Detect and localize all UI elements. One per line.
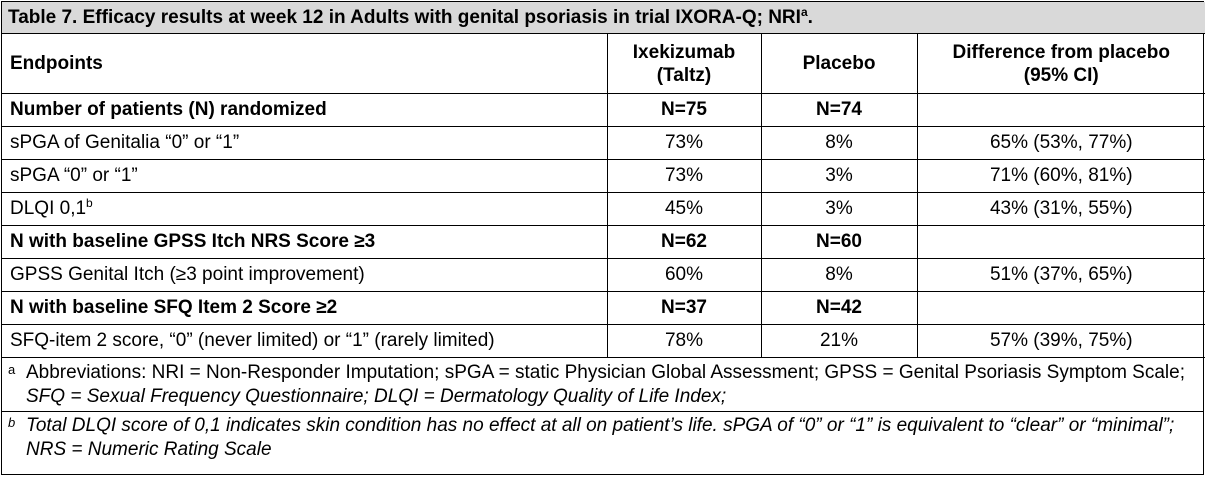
row-ixekizumab-value: 73% [606, 159, 762, 193]
header-endpoints: Endpoints [2, 33, 608, 94]
header-difference: Difference from placebo (95% CI) [916, 33, 1205, 94]
footnote-b-text: Total DLQI score of 0,1 indicates skin c… [26, 415, 1175, 460]
table-caption-row: Table 7. Efficacy results at week 12 in … [2, 2, 1205, 34]
table-row: sPGA of Genitalia “0” or “1” 73% 8% 65% … [2, 126, 1205, 160]
row-placebo-value: N=60 [760, 225, 918, 259]
footnote-divider [2, 411, 1203, 412]
header-placebo: Placebo [760, 33, 918, 94]
row-placebo-value: N=42 [760, 291, 918, 325]
row-placebo-value: N=74 [760, 93, 918, 127]
row-difference-value: 43% (31%, 55%) [916, 192, 1205, 226]
header-ixekizumab: Ixekizumab (Taltz) [606, 33, 762, 94]
table-title-text: Table 7. Efficacy results at week 12 in … [8, 6, 801, 28]
footnote-a: a Abbreviations: NRI = Non-Responder Imp… [8, 361, 1197, 409]
row-placebo-value: 3% [760, 159, 918, 193]
row-ixekizumab-value: N=75 [606, 93, 762, 127]
table-header-row: Endpoints Ixekizumab (Taltz) Placebo Diff… [2, 33, 1205, 94]
table-row: N with baseline SFQ Item 2 Score ≥2 N=37… [2, 291, 1205, 325]
table-footnotes: a Abbreviations: NRI = Non-Responder Imp… [2, 358, 1203, 462]
row-difference-value: 71% (60%, 81%) [916, 159, 1205, 193]
row-label: DLQI 0,1b [2, 192, 608, 226]
header-difference-line2: (95% CI) [1023, 64, 1099, 86]
footnote-b: b Total DLQI score of 0,1 indicates skin… [8, 414, 1197, 462]
row-difference-value: 57% (39%, 75%) [916, 324, 1205, 358]
footnote-b-mark: b [8, 415, 16, 430]
row-label: N with baseline SFQ Item 2 Score ≥2 [2, 291, 608, 325]
header-ixekizumab-line1: Ixekizumab [632, 41, 736, 63]
footnote-a-italic: SFQ = Sexual Frequency Questionnaire; DL… [26, 386, 727, 407]
table-title: Table 7. Efficacy results at week 12 in … [2, 2, 1205, 34]
row-ixekizumab-value: N=62 [606, 225, 762, 259]
row-difference-value [916, 225, 1205, 259]
row-label: sPGA of Genitalia “0” or “1” [2, 126, 608, 160]
table-row: DLQI 0,1b 45% 3% 43% (31%, 55%) [2, 192, 1205, 226]
table-row: N with baseline GPSS Itch NRS Score ≥3 N… [2, 225, 1205, 259]
row-ixekizumab-value: 45% [606, 192, 762, 226]
table-row: SFQ-item 2 score, “0” (never limited) or… [2, 324, 1205, 358]
row-placebo-value: 8% [760, 126, 918, 160]
efficacy-table: Table 7. Efficacy results at week 12 in … [2, 2, 1205, 358]
row-placebo-value: 8% [760, 258, 918, 292]
row-difference-value [916, 93, 1205, 127]
row-label-text: DLQI 0,1 [10, 198, 87, 219]
header-placebo-label: Placebo [802, 53, 876, 74]
row-ixekizumab-value: 73% [606, 126, 762, 160]
row-label: GPSS Genital Itch (≥3 point improvement) [2, 258, 608, 292]
row-difference-value [916, 291, 1205, 325]
header-endpoints-label: Endpoints [10, 53, 103, 74]
row-label: Number of patients (N) randomized [2, 93, 608, 127]
row-ixekizumab-value: 78% [606, 324, 762, 358]
table-title-end: . [807, 6, 813, 28]
row-difference-value: 51% (37%, 65%) [916, 258, 1205, 292]
table-row: sPGA “0” or “1” 73% 3% 71% (60%, 81%) [2, 159, 1205, 193]
row-label: N with baseline GPSS Itch NRS Score ≥3 [2, 225, 608, 259]
header-ixekizumab-line2: (Taltz) [656, 64, 712, 86]
footnote-a-mark: a [8, 362, 16, 377]
row-ixekizumab-value: 60% [606, 258, 762, 292]
row-ixekizumab-value: N=37 [606, 291, 762, 325]
footnote-a-text: Abbreviations: NRI = Non-Responder Imput… [26, 361, 1197, 409]
row-label: SFQ-item 2 score, “0” (never limited) or… [2, 324, 608, 358]
header-difference-line1: Difference from placebo [952, 41, 1171, 63]
row-difference-value: 65% (53%, 77%) [916, 126, 1205, 160]
table-title-sup: a [800, 4, 808, 19]
table-row: GPSS Genital Itch (≥3 point improvement)… [2, 258, 1205, 292]
row-placebo-value: 21% [760, 324, 918, 358]
row-label-sup: b [86, 196, 93, 210]
row-placebo-value: 3% [760, 192, 918, 226]
table-row: Number of patients (N) randomized N=75 N… [2, 93, 1205, 127]
footnote-a-plain: Abbreviations: NRI = Non-Responder Imput… [26, 362, 1185, 383]
row-label: sPGA “0” or “1” [2, 159, 608, 193]
